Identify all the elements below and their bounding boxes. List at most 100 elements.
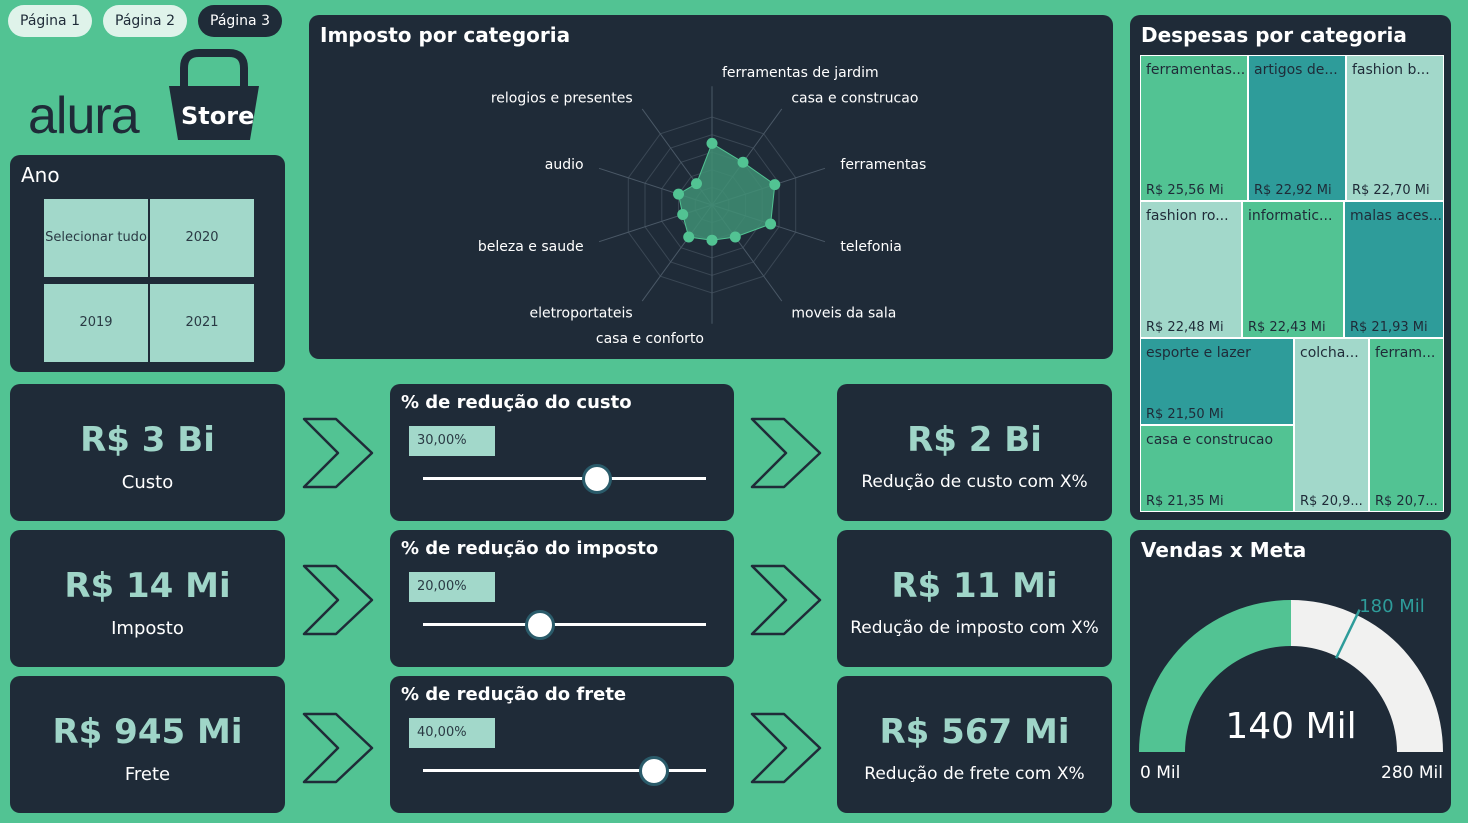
radar-point[interactable] [690, 178, 702, 190]
slider-frete-title: % de redução do frete [401, 684, 627, 705]
radar-point[interactable] [737, 156, 749, 168]
treemap-tile-label: ferram... [1375, 345, 1436, 361]
radar-chart: ferramentas de jardim casa e construcao fe… [478, 65, 926, 347]
result-custo-value: R$ 2 Bi [907, 420, 1042, 460]
treemap-tile[interactable]: esporte e lazer R$ 21,50 Mi [1140, 338, 1294, 425]
result-imposto-card: R$ 11 Mi Redução de imposto com X% [837, 530, 1112, 667]
radar-point[interactable] [677, 209, 689, 221]
treemap-title: Despesas por categoria [1141, 23, 1407, 47]
treemap-tile[interactable]: informatic... R$ 22,43 Mi [1242, 201, 1344, 338]
treemap-tile-value: R$ 22,92 Mi [1254, 183, 1332, 198]
treemap-tile[interactable]: colcha... R$ 20,9... [1294, 338, 1369, 512]
basket-icon [169, 49, 259, 140]
radar-category-label: beleza e saude [478, 239, 584, 255]
radar-point[interactable] [706, 234, 718, 246]
year-slicer-panel: Ano Selecionar tudo 2020 2019 2021 [10, 155, 285, 372]
gauge-target-marker [1334, 609, 1361, 659]
chevron-right-icon [302, 417, 374, 489]
treemap-tile-value: R$ 22,48 Mi [1146, 320, 1224, 335]
slider-custo-title: % de redução do custo [401, 392, 632, 413]
radar-point[interactable] [769, 179, 781, 191]
treemap-tile-value: R$ 22,43 Mi [1248, 320, 1326, 335]
slider-frete-handle[interactable] [639, 756, 669, 786]
chevron-right-icon [302, 712, 374, 784]
treemap-tile-label: fashion ro... [1146, 208, 1229, 224]
radar-point[interactable] [765, 218, 777, 230]
gauge-panel: Vendas x Meta 140 Mil 0 Mil 280 Mil 180 Mil [1130, 530, 1451, 813]
treemap-panel: Despesas por categoria ferramentas... R$ … [1130, 15, 1451, 520]
slider-custo-handle[interactable] [582, 464, 612, 494]
treemap-tile-label: malas aces... [1350, 208, 1442, 224]
radar-category-label: casa e construcao [791, 90, 918, 106]
slider-imposto-track[interactable] [423, 623, 706, 626]
kpi-custo-card: R$ 3 Bi Custo [10, 384, 285, 521]
result-imposto-label: Redução de imposto com X% [850, 618, 1099, 638]
gauge-max-label: 280 Mil [1381, 763, 1443, 783]
logo-store-text: Store [181, 102, 255, 130]
tab-pagina-2[interactable]: Página 2 [103, 5, 187, 37]
radar-category-label: moveis da sala [791, 306, 896, 322]
radar-category-label: telefonia [840, 239, 901, 255]
treemap-tile-value: R$ 21,93 Mi [1350, 320, 1428, 335]
tab-pagina-1[interactable]: Página 1 [8, 5, 92, 37]
treemap-tile[interactable]: artigos de... R$ 22,92 Mi [1248, 55, 1346, 201]
gauge-remaining-arc [1291, 600, 1443, 752]
radar-category-label: audio [545, 157, 584, 173]
treemap-tile[interactable]: fashion b... R$ 22,70 Mi [1346, 55, 1444, 201]
kpi-custo-value: R$ 3 Bi [80, 420, 215, 460]
treemap-tile[interactable]: malas aces... R$ 21,93 Mi [1344, 201, 1444, 338]
treemap-tile-label: colcha... [1300, 345, 1359, 361]
radar-panel: Imposto por categoria ferramentas de jar… [309, 15, 1113, 359]
radar-title: Imposto por categoria [320, 23, 571, 47]
chevron-right-icon [750, 417, 822, 489]
result-imposto-value: R$ 11 Mi [891, 566, 1058, 606]
kpi-imposto-card: R$ 14 Mi Imposto [10, 530, 285, 667]
slider-imposto-panel: % de redução do imposto 20,00% [390, 530, 734, 667]
kpi-imposto-value: R$ 14 Mi [64, 566, 231, 606]
slicer-2019[interactable]: 2019 [44, 284, 148, 362]
slider-frete-track[interactable] [423, 769, 706, 772]
gauge-value-label: 140 Mil [1225, 706, 1356, 747]
treemap-tile-label: casa e construcao [1146, 432, 1274, 448]
chevron-right-icon [750, 564, 822, 636]
treemap-tile-value: R$ 20,9... [1300, 494, 1363, 509]
treemap-tile[interactable]: ferram... R$ 20,7... [1369, 338, 1444, 512]
radar-point[interactable] [729, 231, 741, 243]
gauge-title: Vendas x Meta [1141, 538, 1307, 562]
slicer-2020[interactable]: 2020 [150, 199, 254, 277]
treemap-tile-label: ferramentas... [1146, 62, 1246, 78]
radar-category-label: relogios e presentes [491, 90, 633, 106]
chevron-right-icon [750, 712, 822, 784]
treemap-tile-label: esporte e lazer [1146, 345, 1251, 361]
gauge-chart: 140 Mil 0 Mil 280 Mil 180 Mil [1139, 596, 1443, 783]
kpi-custo-label: Custo [121, 472, 174, 493]
slider-imposto-input[interactable]: 20,00% [409, 572, 495, 602]
treemap-tile[interactable]: ferramentas... R$ 25,56 Mi [1140, 55, 1248, 201]
logo-word: alura [28, 87, 140, 145]
radar-category-label: eletroportateis [529, 306, 632, 322]
slider-custo-input[interactable]: 30,00% [409, 426, 495, 456]
treemap-tile-label: fashion b... [1352, 62, 1430, 78]
treemap-tile[interactable]: casa e construcao R$ 21,35 Mi [1140, 425, 1294, 512]
treemap-tile[interactable]: fashion ro... R$ 22,48 Mi [1140, 201, 1242, 338]
radar-category-label: ferramentas de jardim [722, 65, 879, 81]
gauge-target-label: 180 Mil [1359, 596, 1425, 617]
slider-custo-track[interactable] [423, 477, 706, 480]
treemap-tile-value: R$ 21,35 Mi [1146, 494, 1224, 509]
treemap-tile-value: R$ 25,56 Mi [1146, 183, 1224, 198]
kpi-imposto-label: Imposto [111, 618, 184, 639]
slicer-2021[interactable]: 2021 [150, 284, 254, 362]
radar-point[interactable] [683, 231, 695, 243]
radar-point[interactable] [706, 137, 718, 149]
radar-point[interactable] [673, 188, 685, 200]
gauge-value-arc [1139, 600, 1291, 752]
result-frete-label: Redução de frete com X% [864, 764, 1085, 784]
slider-frete-input[interactable]: 40,00% [409, 718, 495, 748]
kpi-frete-value: R$ 945 Mi [52, 712, 243, 752]
kpi-frete-card: R$ 945 Mi Frete [10, 676, 285, 813]
slicer-select-all[interactable]: Selecionar tudo [44, 199, 148, 277]
year-slicer-title: Ano [21, 163, 60, 187]
radar-category-label: casa e conforto [596, 331, 704, 347]
slider-imposto-handle[interactable] [525, 610, 555, 640]
tab-pagina-3[interactable]: Página 3 [198, 5, 282, 37]
